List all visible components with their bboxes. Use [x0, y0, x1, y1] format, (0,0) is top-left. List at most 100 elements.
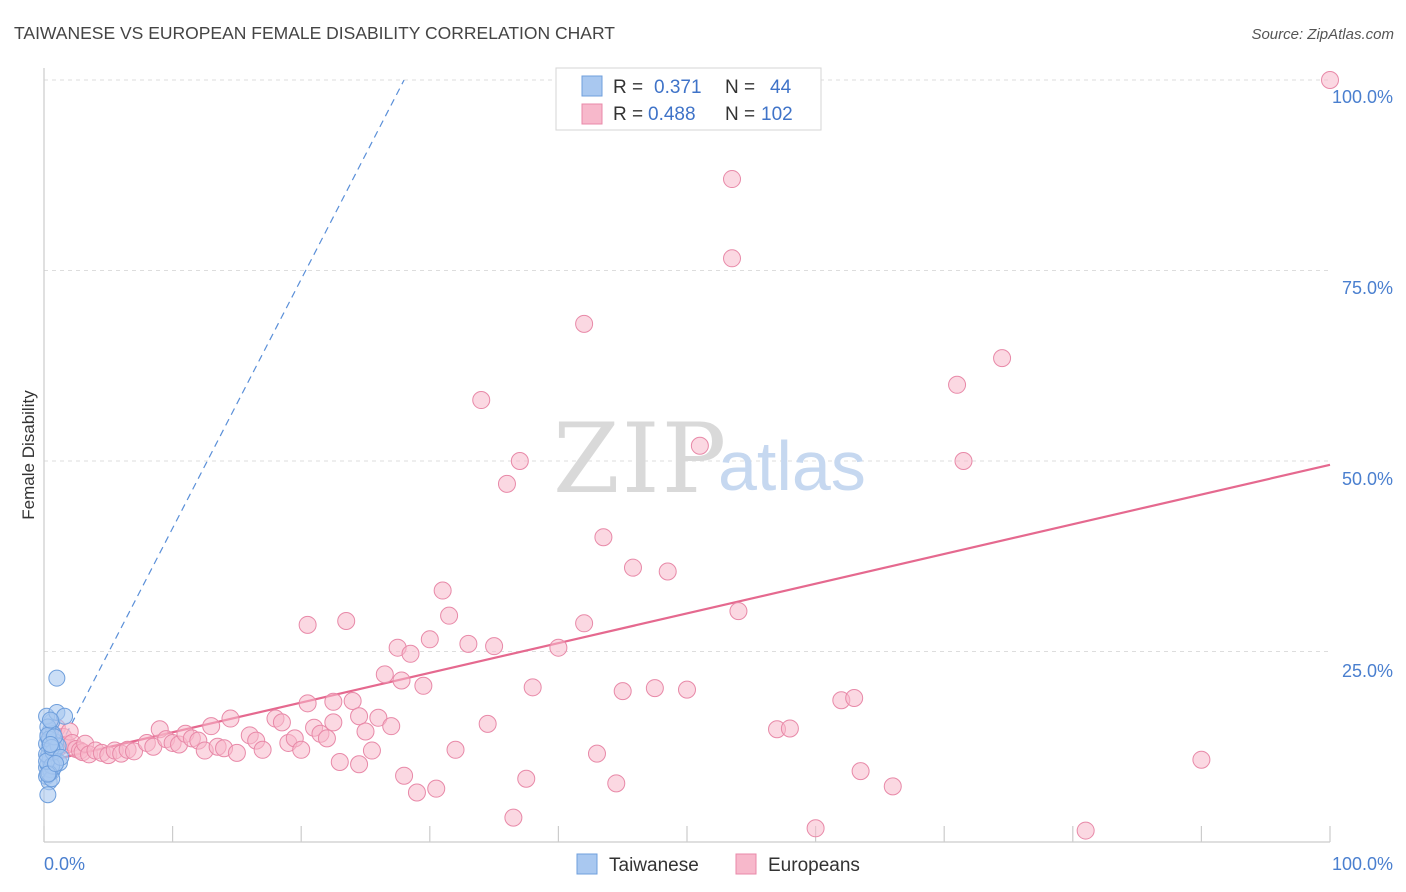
stats-legend: R = 0.371 N = 44 R = 0.488 N = 102: [555, 67, 822, 131]
x-tick-label-0: 0.0%: [44, 854, 85, 874]
europeans-point: [478, 714, 497, 733]
europeans-point: [324, 713, 343, 732]
europeans-point: [517, 769, 536, 788]
europeans-point: [420, 630, 439, 649]
trend-lines: [43, 79, 1331, 778]
taiwanese-point: [41, 735, 59, 753]
europeans-point: [202, 717, 221, 736]
chart-source: Source: ZipAtlas.com: [1251, 26, 1394, 43]
series-legend: Taiwanese Europeans: [576, 853, 860, 876]
europeans-r-label: R =: [613, 104, 643, 125]
europeans-point: [272, 713, 291, 732]
taiwanese-n-label: N =: [725, 77, 755, 98]
taiwanese-points: [38, 669, 74, 804]
taiwanese-r-label: R =: [613, 77, 643, 98]
europeans-point: [446, 740, 465, 759]
europeans-point: [317, 729, 336, 748]
europeans-point: [607, 774, 626, 793]
europeans-point: [298, 615, 317, 634]
europeans-point: [851, 762, 870, 781]
europeans-point: [575, 314, 594, 333]
europeans-point: [504, 808, 523, 827]
europeans-point: [440, 606, 459, 625]
europeans-point: [362, 741, 381, 760]
x-tick-marks: [43, 826, 1331, 842]
taiwanese-swatch: [581, 75, 603, 97]
legend-taiwanese-swatch: [576, 853, 598, 875]
europeans-point: [382, 717, 401, 736]
europeans-point: [350, 707, 369, 726]
europeans-point: [350, 755, 369, 774]
europeans-r-value: 0.488: [648, 104, 696, 125]
europeans-n-label: N =: [725, 104, 755, 125]
europeans-point: [324, 692, 343, 711]
europeans-point: [292, 740, 311, 759]
x-tick-label-100: 100.0%: [1332, 854, 1393, 874]
taiwanese-point: [41, 711, 59, 729]
taiwanese-point: [47, 755, 65, 773]
europeans-point: [883, 777, 902, 796]
europeans-point: [375, 665, 394, 684]
europeans-point: [125, 742, 144, 761]
chart-title: TAIWANESE VS EUROPEAN FEMALE DISABILITY …: [14, 23, 615, 43]
europeans-point: [613, 682, 632, 701]
gridlines: [44, 79, 1330, 652]
europeans-point: [690, 436, 709, 455]
europeans-point: [227, 743, 246, 762]
europeans-point: [1076, 821, 1095, 840]
europeans-point: [645, 679, 664, 698]
y-tick-label-25: 25.0%: [1342, 661, 1393, 681]
europeans-point: [343, 692, 362, 711]
europeans-point: [729, 602, 748, 621]
europeans-point: [414, 676, 433, 695]
europeans-point: [392, 671, 411, 690]
taiwanese-point: [39, 786, 57, 804]
europeans-point: [845, 688, 864, 707]
europeans-point: [459, 634, 478, 653]
europeans-trend-line: [43, 463, 1331, 764]
europeans-point: [337, 612, 356, 631]
europeans-point: [623, 558, 642, 577]
europeans-point: [485, 637, 504, 656]
europeans-point: [510, 452, 529, 470]
europeans-point: [1192, 750, 1211, 769]
y-tick-label-50: 50.0%: [1342, 469, 1393, 489]
europeans-point: [253, 740, 272, 759]
europeans-point: [806, 819, 825, 838]
europeans-point: [401, 644, 420, 663]
europeans-point: [427, 779, 446, 798]
europeans-point: [497, 474, 516, 493]
taiwanese-trend-line: [43, 79, 405, 778]
legend-europeans-label: Europeans: [768, 855, 860, 876]
y-tick-label-75: 75.0%: [1342, 278, 1393, 298]
taiwanese-n-value: 44: [770, 77, 792, 98]
europeans-point: [678, 680, 696, 699]
europeans-point: [723, 170, 742, 189]
taiwanese-point: [48, 669, 66, 687]
legend-taiwanese-label: Taiwanese: [609, 855, 699, 876]
taiwanese-r-value: 0.371: [654, 77, 702, 98]
europeans-point: [549, 638, 568, 657]
y-tick-label-100: 100.0%: [1332, 87, 1393, 107]
europeans-point: [407, 783, 426, 802]
legend-europeans-swatch: [735, 853, 757, 875]
taiwanese-point: [56, 707, 74, 725]
europeans-point: [587, 744, 606, 763]
watermark-zip: ZIP: [553, 403, 728, 515]
europeans-point: [433, 581, 452, 600]
europeans-point: [780, 719, 799, 738]
europeans-point: [472, 391, 491, 410]
europeans-point: [523, 678, 542, 697]
europeans-point: [993, 349, 1012, 368]
europeans-point: [594, 528, 613, 547]
y-axis-label: Female Disability: [19, 390, 38, 520]
europeans-swatch: [581, 103, 603, 125]
europeans-n-value: 102: [761, 104, 793, 125]
europeans-point: [298, 694, 317, 713]
europeans-point: [954, 452, 973, 470]
europeans-point: [1321, 71, 1339, 89]
watermark-atlas: atlas: [718, 427, 866, 505]
europeans-point: [330, 752, 349, 771]
europeans-point: [723, 249, 742, 268]
